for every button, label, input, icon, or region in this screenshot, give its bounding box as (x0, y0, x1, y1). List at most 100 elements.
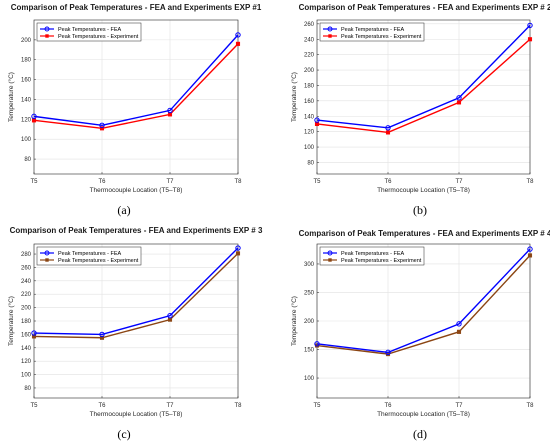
legend-marker (328, 258, 332, 262)
y-tick-label: 160 (21, 332, 32, 338)
plot-area (34, 20, 238, 174)
x-axis-label: Thermocouple Location (T5–T8) (377, 411, 470, 418)
y-tick-label: 300 (304, 262, 315, 268)
series-line-experiment (33, 43, 239, 130)
data-point-fea (235, 245, 241, 251)
legend-label: Peak Temperatures - Experiment (341, 34, 422, 40)
series-line-experiment (316, 254, 531, 355)
x-tick-label: T6 (384, 179, 392, 185)
axes-box (33, 19, 239, 175)
legend-marker (327, 250, 333, 256)
y-tick-label: 260 (304, 22, 315, 28)
series-line-fea (33, 34, 239, 127)
series-line-experiment (316, 38, 531, 134)
series-line-fea (316, 24, 531, 129)
data-point-fea (167, 312, 173, 319)
legend-marker (328, 34, 332, 38)
chart-title: Comparison of Peak Temperatures - FEA an… (11, 3, 262, 12)
y-axis-label: Temperature (°C) (7, 296, 15, 346)
axes-box (316, 19, 531, 175)
legend-label: Peak Temperatures - FEA (341, 27, 405, 33)
y-tick-label: 180 (21, 319, 32, 325)
data-point-fea (235, 32, 241, 38)
y-tick-label: 220 (304, 53, 315, 59)
data-point-fea (167, 107, 173, 114)
legend-box (319, 22, 425, 42)
data-point-fea (385, 125, 391, 131)
y-tick-label: 240 (304, 37, 315, 43)
plot-area (317, 20, 530, 174)
y-axis-label: Temperature (°C) (290, 72, 298, 122)
y-tick-label: 80 (24, 157, 31, 163)
x-tick-label: T6 (98, 179, 106, 185)
data-point-experiment (235, 251, 241, 256)
x-tick-label: T7 (455, 403, 463, 409)
y-tick-label: 280 (21, 252, 32, 258)
data-point-fea (314, 117, 320, 123)
data-point-experiment (456, 329, 462, 334)
data-point-experiment (385, 130, 391, 135)
x-tick-label: T8 (234, 179, 242, 185)
x-tick-label: T8 (526, 179, 534, 185)
data-point-experiment (456, 100, 462, 105)
data-point-fea (31, 113, 37, 120)
data-point-fea (527, 246, 533, 252)
x-axis-label: Thermocouple Location (T5–T8) (90, 411, 183, 418)
x-axis-label: Thermocouple Location (T5–T8) (90, 187, 183, 194)
x-tick-label: T5 (313, 403, 321, 409)
y-tick-label: 240 (21, 279, 32, 285)
x-tick-label: T6 (384, 403, 392, 409)
legend-box (319, 246, 425, 266)
legend-marker (45, 258, 49, 262)
y-tick-label: 180 (304, 83, 315, 89)
y-tick-label: 180 (21, 58, 32, 64)
y-axis-label: Temperature (°C) (290, 296, 298, 346)
legend-label: Peak Temperatures - Experiment (58, 258, 139, 264)
data-point-fea (527, 22, 533, 29)
x-tick-label: T5 (30, 179, 38, 185)
data-point-experiment (167, 317, 173, 322)
y-tick-label: 200 (304, 68, 315, 74)
y-tick-label: 100 (21, 137, 32, 143)
x-tick-label: T7 (455, 179, 463, 185)
chart-panel-2: 80 100 120 140 160 180 200 220 240 260 T5 T6 T7 T8 The… (290, 3, 550, 217)
y-tick-label: 100 (21, 373, 32, 379)
y-tick-label: 200 (304, 319, 315, 325)
panel-caption: (d) (413, 427, 427, 441)
panel-caption: (a) (117, 203, 130, 217)
data-point-experiment (31, 334, 37, 339)
x-tick-label: T8 (234, 403, 242, 409)
data-point-experiment (167, 112, 173, 117)
data-point-fea (99, 331, 105, 338)
y-tick-label: 140 (21, 97, 32, 103)
legend-label: Peak Temperatures - FEA (58, 27, 122, 33)
legend-marker (44, 250, 50, 256)
legend-label: Peak Temperatures - FEA (341, 251, 405, 257)
legend-label: Peak Temperatures - FEA (58, 251, 122, 257)
x-tick-label: T6 (98, 403, 106, 409)
chart-panel-3: 80 100 120 140 160 180 200 220 240 260 280 T5 T6 T7 T8… (7, 226, 263, 441)
legend-label: Peak Temperatures - Experiment (58, 34, 139, 40)
y-tick-label: 120 (304, 130, 315, 136)
legend-marker (327, 26, 333, 32)
chart-title: Comparison of Peak Temperatures - FEA an… (10, 226, 263, 235)
x-tick-label: T7 (166, 179, 174, 185)
y-tick-label: 120 (21, 117, 32, 123)
y-tick-label: 160 (304, 99, 315, 105)
y-tick-label: 140 (21, 346, 32, 352)
y-tick-label: 80 (24, 386, 31, 392)
y-tick-label: 200 (21, 38, 32, 44)
data-point-fea (31, 330, 37, 336)
x-axis-label: Thermocouple Location (T5–T8) (377, 187, 470, 194)
x-tick-label: T8 (526, 403, 534, 409)
panel-caption: (b) (413, 203, 427, 217)
data-point-experiment (527, 253, 533, 258)
data-point-fea (314, 341, 320, 347)
y-tick-label: 160 (21, 78, 32, 84)
y-tick-label: 80 (307, 160, 314, 166)
data-point-fea (385, 349, 391, 356)
data-point-fea (456, 321, 462, 327)
y-tick-label: 100 (304, 145, 315, 151)
data-point-experiment (99, 335, 105, 340)
